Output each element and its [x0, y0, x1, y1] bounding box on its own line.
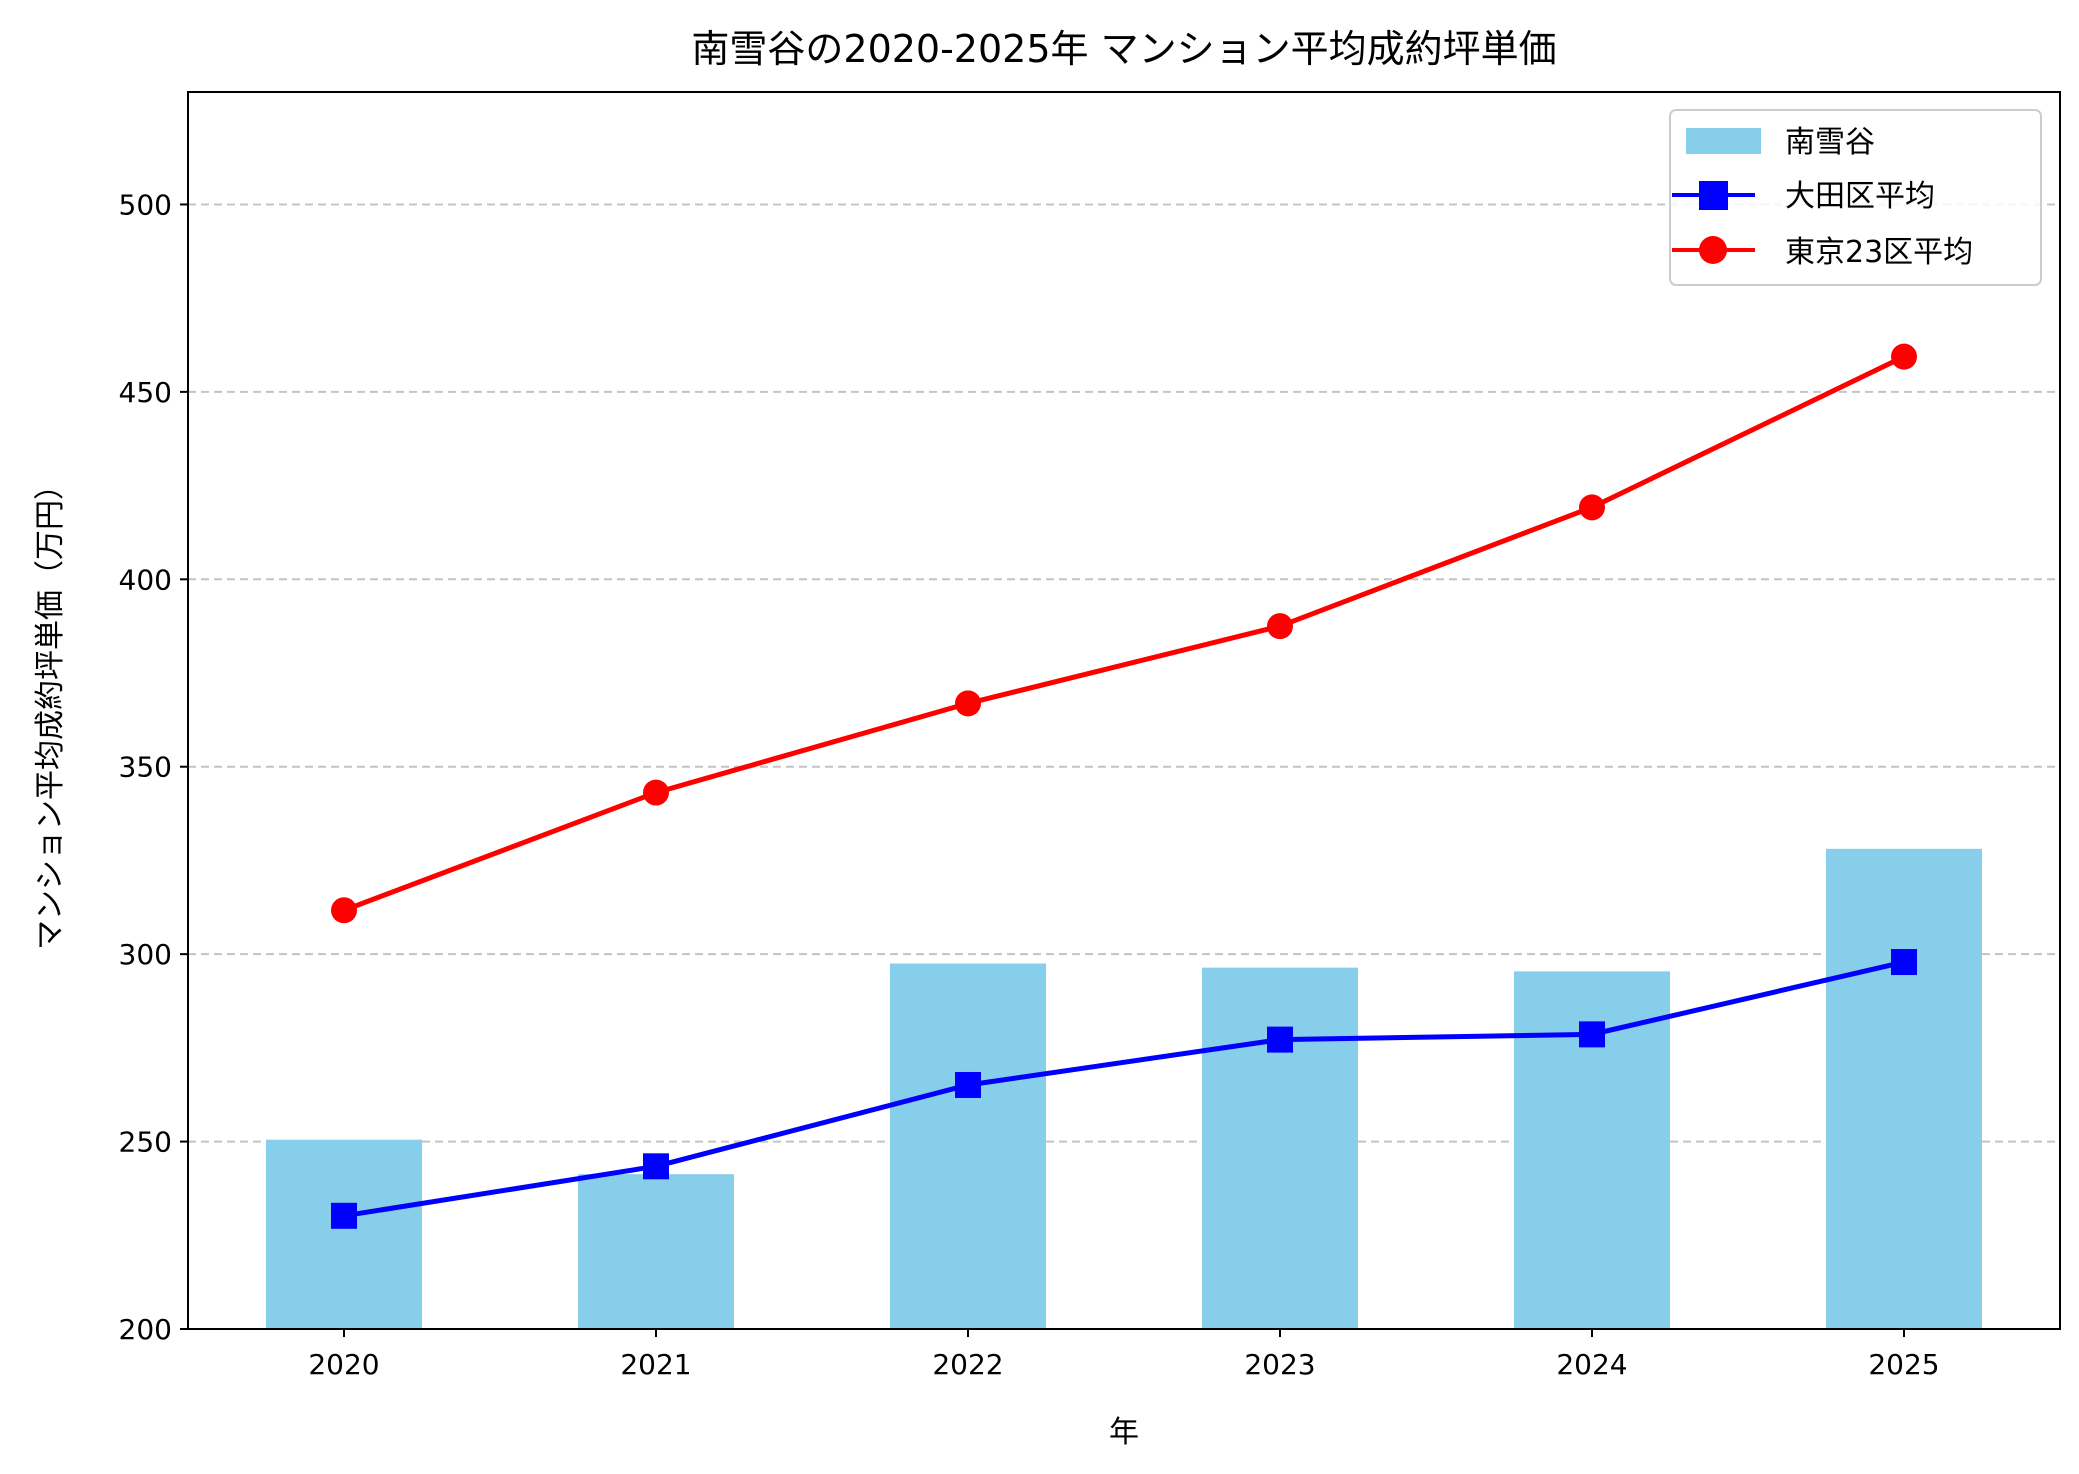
x-tick-label: 2025 [1868, 1348, 1939, 1381]
x-tick-label: 2021 [620, 1348, 691, 1381]
y-tick-label: 300 [119, 938, 172, 971]
y-tick-label: 200 [119, 1313, 172, 1346]
y-tick-label: 400 [119, 563, 172, 596]
bar-2022 [890, 963, 1046, 1329]
bar-2021 [578, 1174, 734, 1329]
point-marker-circle [955, 690, 981, 717]
point-marker-circle [1891, 343, 1917, 370]
y-tick-label: 500 [119, 188, 172, 221]
bar-2020 [266, 1139, 422, 1329]
x-tick-label: 2022 [932, 1348, 1003, 1381]
chart-title: 南雪谷の2020-2025年 マンション平均成約坪単価 [691, 27, 1556, 71]
point-marker-circle [1579, 494, 1605, 521]
point-marker-square [643, 1153, 669, 1180]
y-axis-label: マンション平均成約坪単価（万円） [33, 470, 68, 950]
y-tick-label: 250 [119, 1126, 172, 1159]
legend-swatch-bar [1686, 128, 1761, 154]
legend-label: 東京23区平均 [1785, 235, 1973, 270]
legend-marker-square [1699, 181, 1728, 210]
y-tick-label: 350 [119, 751, 172, 784]
x-tick-label: 2020 [308, 1348, 379, 1381]
point-marker-circle [643, 779, 669, 806]
bar-2025 [1826, 848, 1982, 1329]
point-marker-circle [1267, 613, 1293, 640]
legend-label: 南雪谷 [1785, 125, 1875, 160]
point-marker-square [1579, 1021, 1605, 1048]
point-marker-square [955, 1071, 981, 1098]
x-tick-label: 2023 [1244, 1348, 1315, 1381]
x-axis-label: 年 [1109, 1415, 1139, 1450]
point-marker-circle [331, 897, 357, 924]
bar-2023 [1202, 967, 1358, 1329]
point-marker-square [1891, 949, 1917, 976]
y-tick-label: 450 [119, 376, 172, 409]
series-line [343, 354, 1906, 913]
point-marker-square [331, 1202, 357, 1229]
series-line [343, 959, 1905, 1219]
plot-frame [187, 91, 2061, 1330]
x-tick-label: 2024 [1556, 1348, 1627, 1381]
legend-marker-circle [1699, 236, 1727, 264]
legend: 南雪谷 大田区平均 東京23区平均 [1669, 109, 2042, 286]
point-marker-square [1267, 1026, 1293, 1053]
legend-label: 大田区平均 [1785, 179, 1935, 214]
